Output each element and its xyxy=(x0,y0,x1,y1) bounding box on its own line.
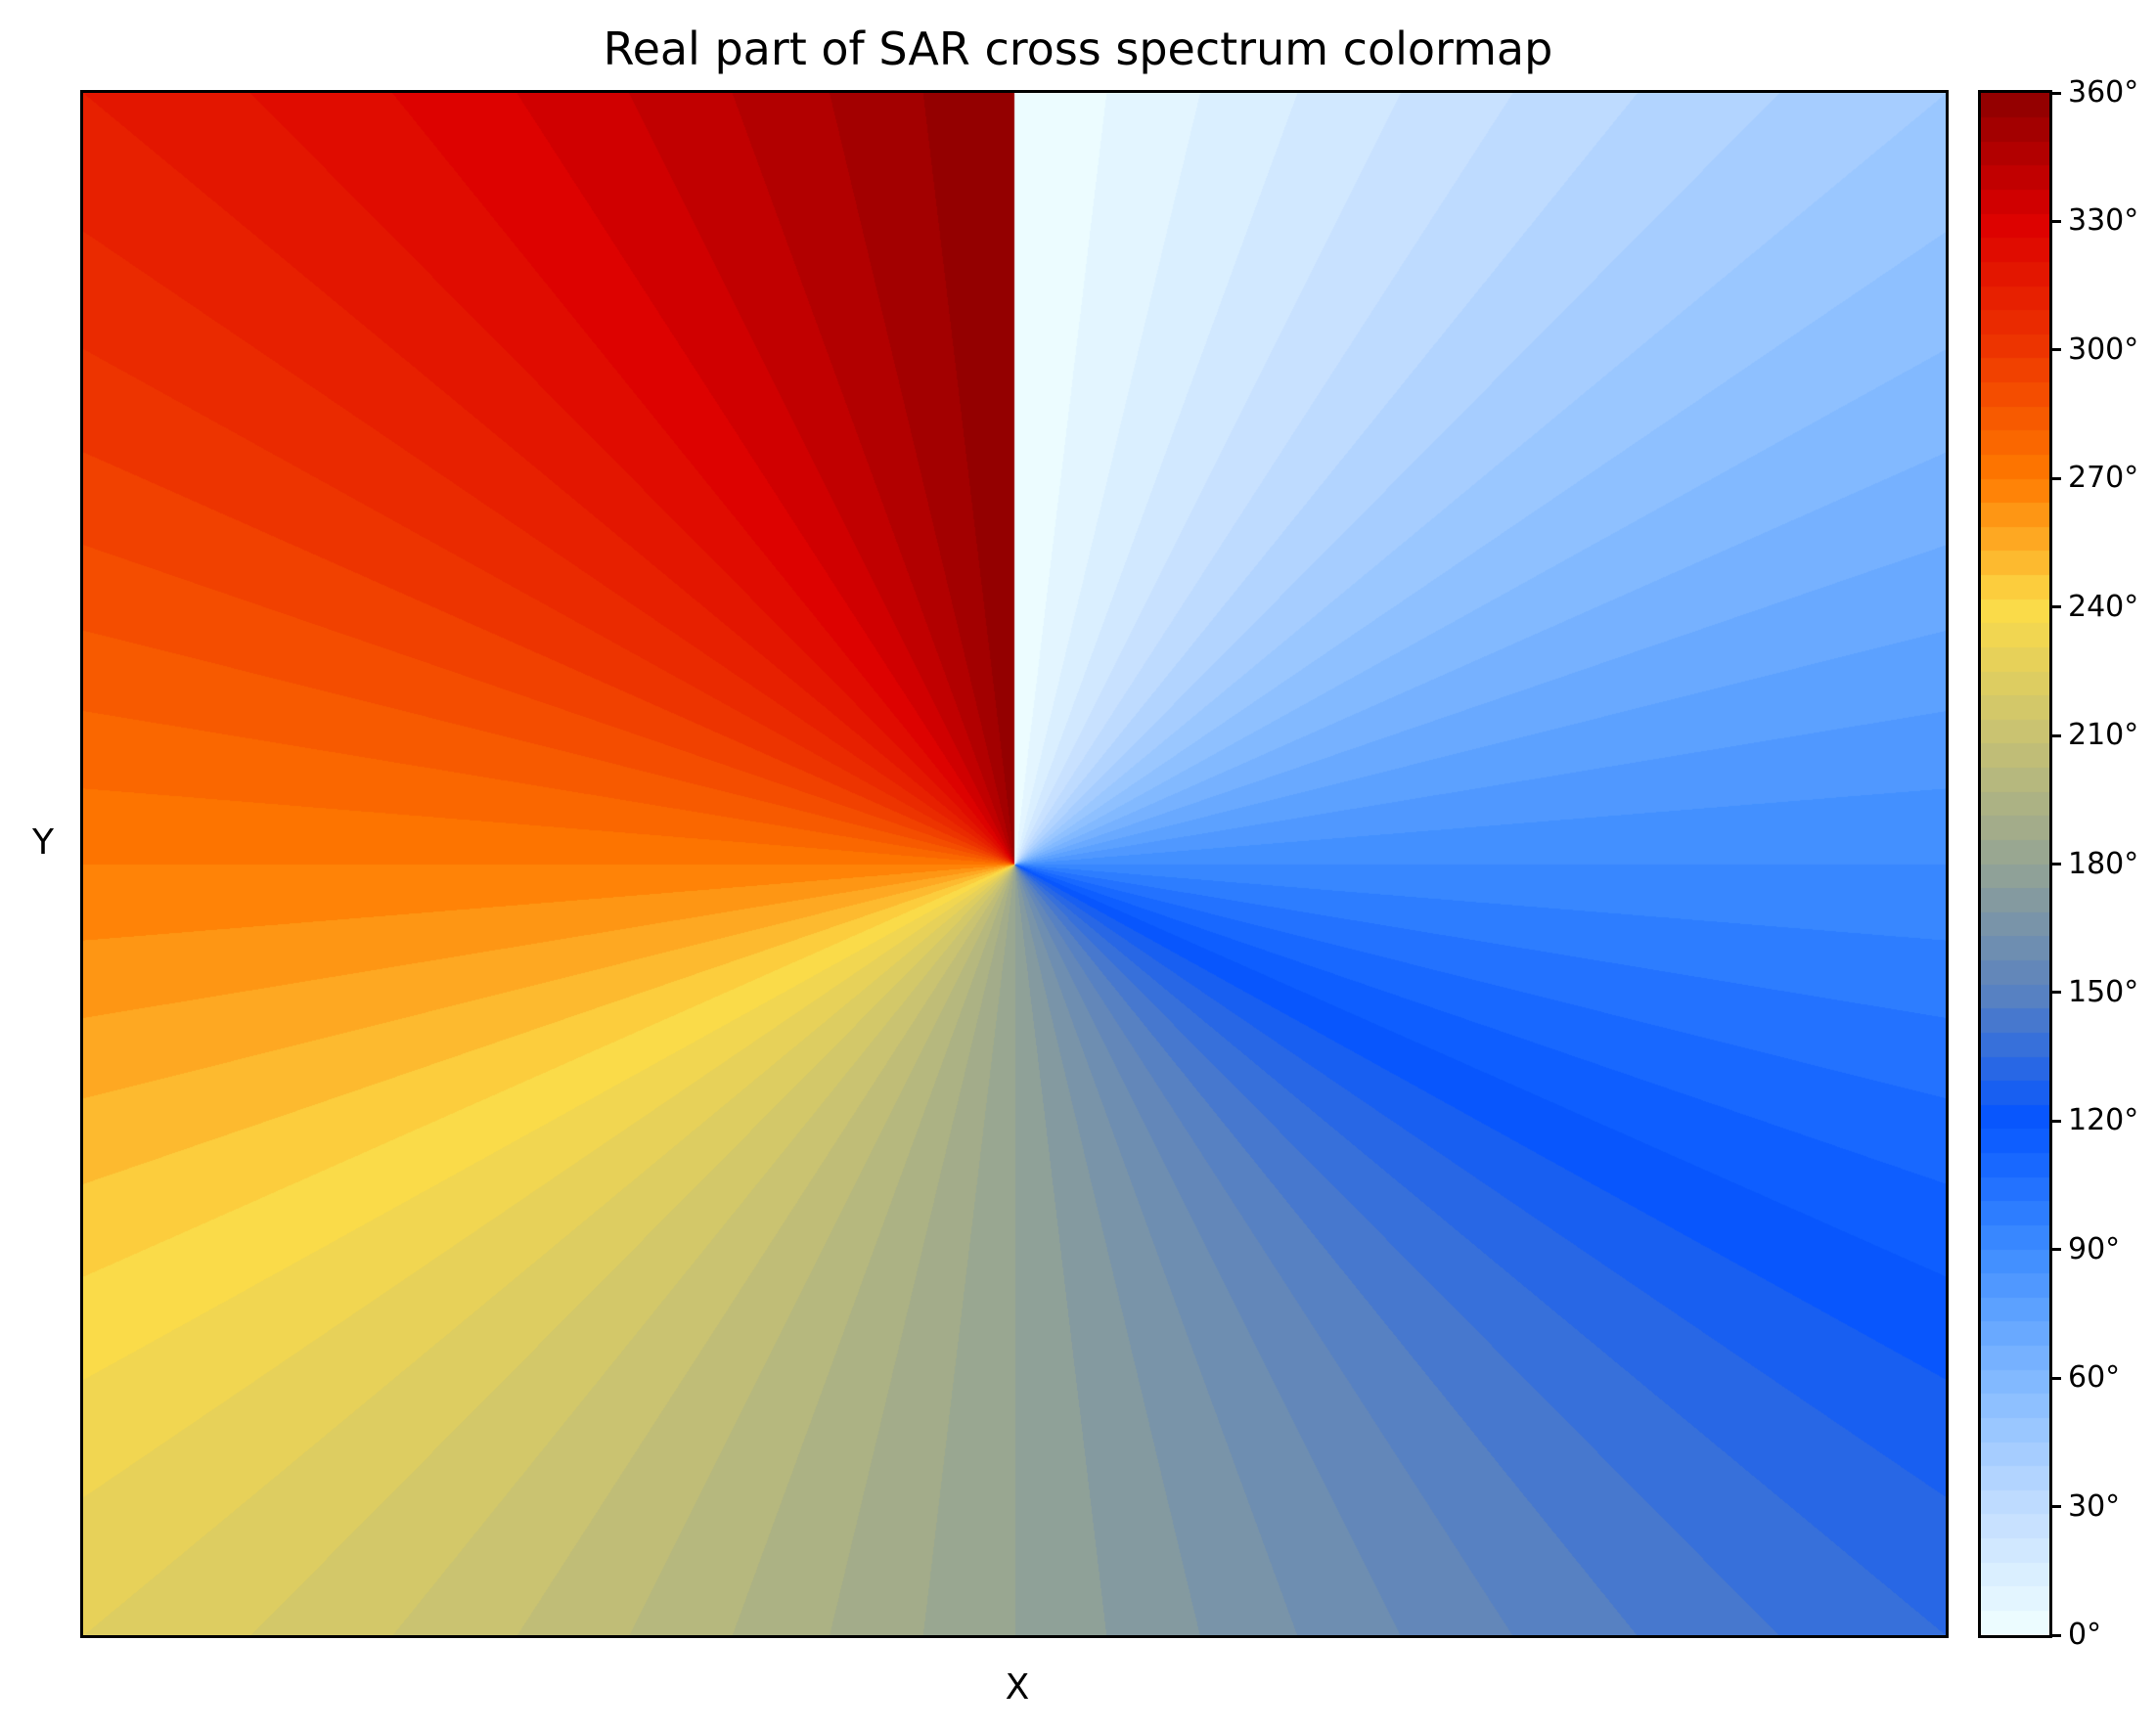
colorbar-tick xyxy=(2052,1376,2061,1380)
chart-title: Real part of SAR cross spectrum colormap xyxy=(603,22,1553,75)
colorbar-tick xyxy=(2052,476,2061,480)
colorbar-tick xyxy=(2052,1633,2061,1637)
colorbar-tick xyxy=(2052,991,2061,995)
colorbar-tick xyxy=(2052,1248,2061,1252)
colorbar-tick xyxy=(2052,605,2061,609)
colorbar-tick-label: 30° xyxy=(2068,1488,2121,1524)
colorbar xyxy=(1978,90,2052,1638)
colorbar-tick-label: 270° xyxy=(2068,461,2139,496)
colorbar-tick-label: 300° xyxy=(2068,332,2139,367)
colorbar-tick xyxy=(2052,348,2061,352)
colorbar-tick-label: 360° xyxy=(2068,75,2139,110)
colorbar-tick-label: 150° xyxy=(2068,974,2139,1009)
phase-colormap xyxy=(83,93,1946,1635)
colorbar-tick-label: 120° xyxy=(2068,1103,2139,1138)
colorbar-tick xyxy=(2052,863,2061,866)
colorbar-tick xyxy=(2052,219,2061,223)
colorbar-tick xyxy=(2052,91,2061,95)
colorbar-tick-label: 210° xyxy=(2068,718,2139,753)
colorbar-tick xyxy=(2052,1505,2061,1509)
colorbar-tick-label: 240° xyxy=(2068,589,2139,624)
colorbar-tick-label: 180° xyxy=(2068,846,2139,881)
colorbar-tick-label: 330° xyxy=(2068,203,2139,239)
x-axis-label: X xyxy=(1005,1667,1030,1708)
colorbar-tick xyxy=(2052,1119,2061,1123)
colorbar-tick-label: 90° xyxy=(2068,1231,2121,1266)
colorbar-tick xyxy=(2052,733,2061,737)
y-axis-label: Y xyxy=(32,822,54,863)
colorbar-gradient xyxy=(1981,93,2049,1635)
plot-area xyxy=(80,90,1949,1638)
colorbar-tick-label: 0° xyxy=(2068,1618,2102,1652)
colorbar-tick-label: 60° xyxy=(2068,1360,2121,1396)
